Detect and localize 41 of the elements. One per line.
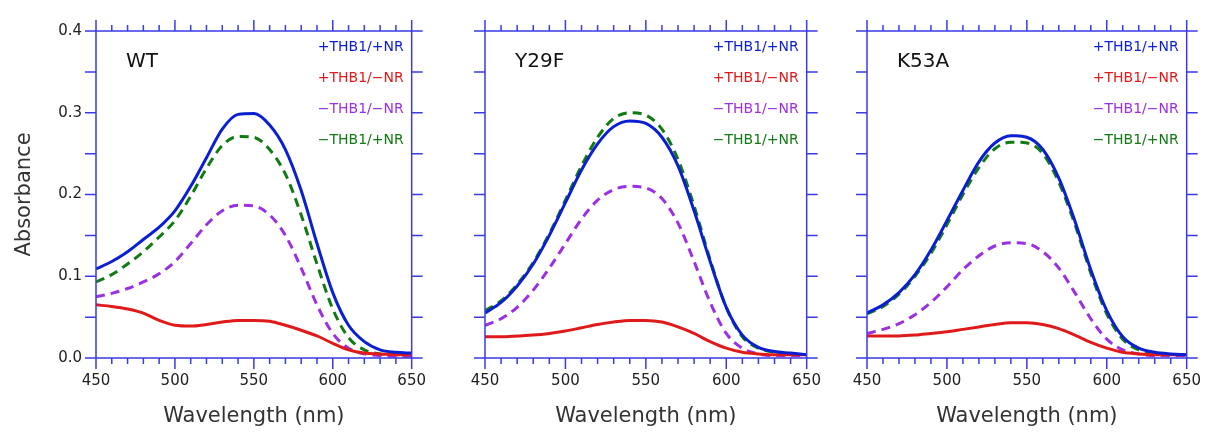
- text: +THB1/+NR: [317, 37, 404, 54]
- x-tick-label: 650: [792, 370, 822, 389]
- text: +THB1/−NR: [317, 68, 404, 85]
- text: K53A: [897, 48, 950, 73]
- text: WT: [126, 48, 159, 73]
- x-tick-label: 550: [631, 370, 661, 389]
- text: −THB1/−NR: [317, 99, 404, 116]
- x-axis-title: Wavelength (nm): [555, 402, 737, 427]
- y-tick-label: 0.3: [58, 102, 82, 121]
- y-tick-label: 0.0: [58, 347, 82, 366]
- x-tick-label: 650: [1172, 370, 1202, 389]
- x-tick-label: 600: [711, 370, 741, 389]
- x-tick-label: 450: [81, 370, 111, 389]
- x-tick-label: 600: [318, 370, 348, 389]
- y-tick-label: 0.4: [58, 20, 82, 39]
- x-tick-label: 550: [239, 370, 269, 389]
- y-tick-label: 0.1: [58, 266, 82, 285]
- line-series: [96, 203, 412, 358]
- text: −THB1/+NR: [1092, 130, 1179, 147]
- x-tick-label: 500: [160, 370, 190, 389]
- text: +THB1/−NR: [1092, 68, 1179, 85]
- x-tick-label: 650: [397, 370, 427, 389]
- x-axis-title: Wavelength (nm): [936, 402, 1118, 427]
- text: +THB1/+NR: [712, 37, 799, 54]
- line-series: [96, 303, 412, 357]
- y-axis-title: Absorbance: [11, 132, 36, 257]
- text: −THB1/−NR: [712, 99, 799, 116]
- x-tick-label: 500: [932, 370, 962, 389]
- text: +THB1/−NR: [712, 68, 799, 85]
- text: −THB1/+NR: [317, 130, 404, 147]
- text: Y29F: [514, 48, 565, 73]
- x-tick-label: 550: [1012, 370, 1042, 389]
- x-tick-label: 500: [551, 370, 580, 389]
- x-tick-label: 600: [1092, 370, 1122, 389]
- text: −THB1/−NR: [1092, 99, 1179, 116]
- text: −THB1/+NR: [712, 130, 799, 147]
- y-tick-label: 0.2: [58, 184, 82, 203]
- x-axis-title: Wavelength (nm): [163, 402, 345, 427]
- x-tick-label: 450: [852, 370, 882, 389]
- x-tick-label: 450: [470, 370, 500, 389]
- text: +THB1/+NR: [1092, 37, 1179, 54]
